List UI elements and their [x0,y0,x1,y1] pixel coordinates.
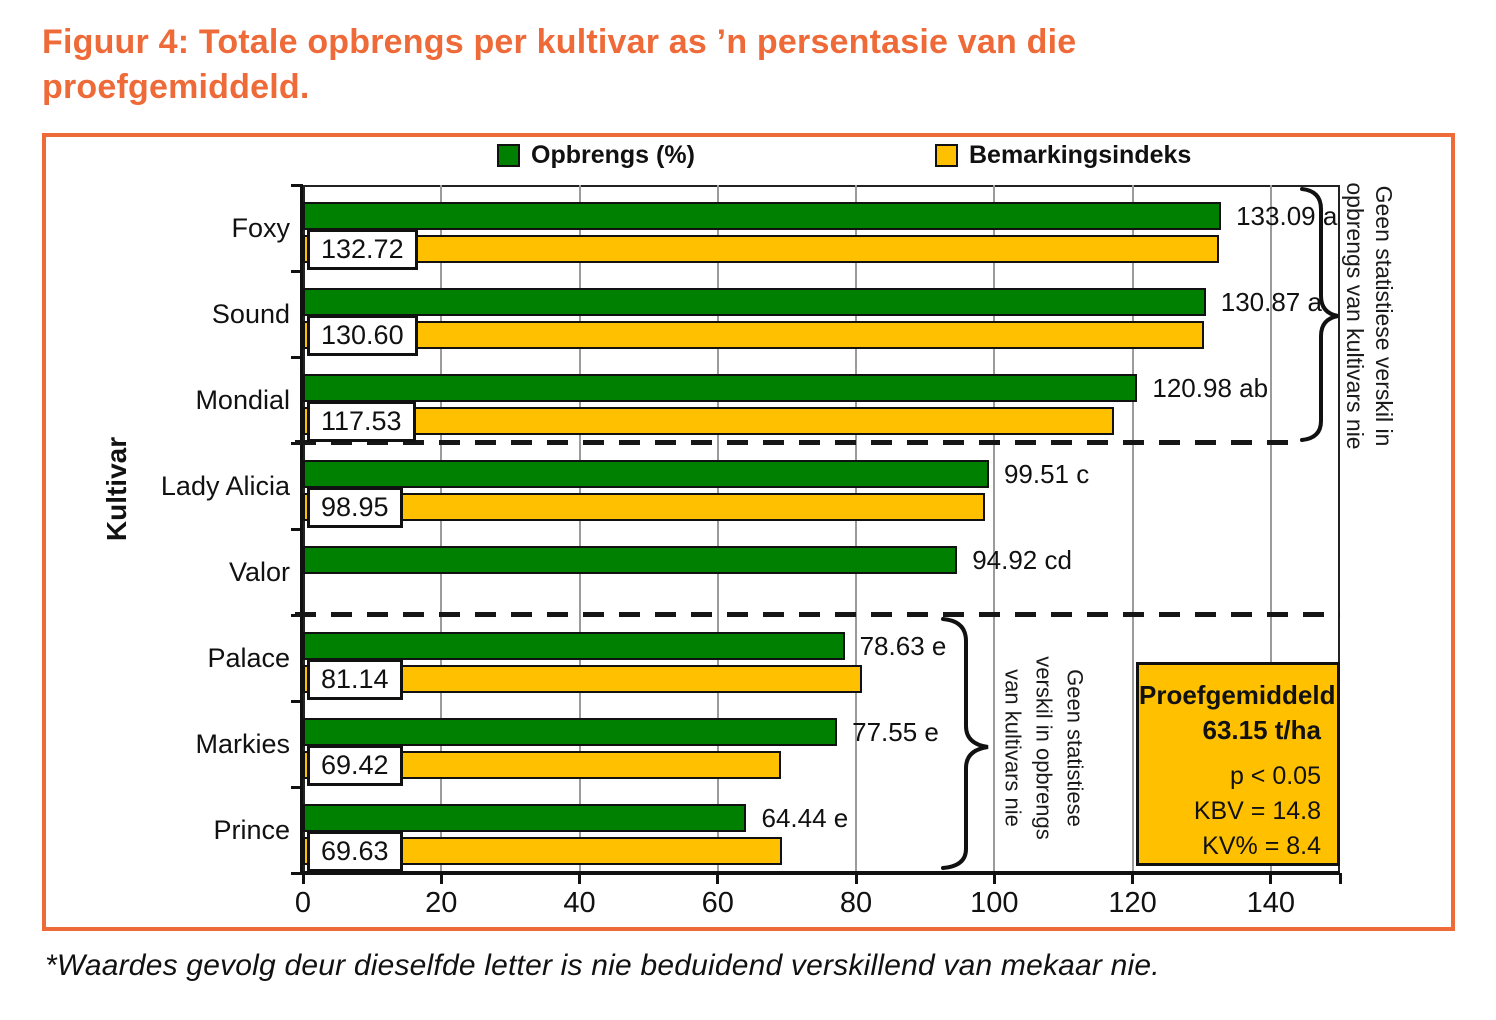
boxed-value-label: 98.95 [307,487,403,528]
gridline [440,185,443,873]
x-tick-label: 100 [970,887,1019,919]
boxed-value-label: 132.72 [307,229,418,270]
category-label: Sound [211,299,290,329]
boxed-value-label: 81.14 [307,659,403,700]
trial-average-info-box: Proefgemiddeld 63.15 t/ha p < 0.05 KBV =… [1136,662,1340,866]
bar-value-label: 77.55 e [852,717,939,747]
x-axis-tick [578,873,582,884]
bottom-bracket-note: Geen statistiese verskil in opbrengs van… [1000,656,1088,840]
category-label: Prince [213,815,290,845]
bar-value-label: 78.63 e [859,631,947,661]
opbrengs-bar [303,202,1222,230]
y-axis-tick [291,183,303,187]
boxed-value-label: 130.60 [307,315,418,356]
info-box-stat-kbv: KBV = 14.8 [1193,797,1321,825]
y-axis-tick [291,527,303,531]
x-tick-label: 80 [839,887,873,919]
x-axis-tick [1131,873,1135,884]
info-box-stat-kv: KV% = 8.4 [1202,832,1321,860]
y-axis-tick [291,699,303,703]
figure-title: Figuur 4: Totale opbrengs per kultivar a… [42,23,1077,106]
opbrengs-bar [303,804,747,832]
category-label: Palace [207,643,290,673]
gridline [1269,185,1272,873]
x-axis-tick [992,873,996,884]
group-separator-line [295,440,1300,445]
x-axis-tick [1269,873,1273,884]
bemarkingsindeks-bar [303,321,1204,349]
bar-value-label: 94.92 cd [972,545,1072,575]
x-axis-tick [439,873,443,884]
legend-swatch-opbrengs [497,144,520,167]
x-axis-tick [716,873,720,884]
y-axis-title: Kultivar [101,436,132,542]
boxed-value-label: 117.53 [307,401,416,442]
x-tick-label: 140 [1246,887,1296,919]
bar-value-label: 64.44 e [761,803,849,833]
opbrengs-bar [303,374,1138,402]
opbrengs-bar [303,546,958,574]
gridline [578,185,581,873]
info-box-stats: p < 0.05 KBV = 14.8 KV% = 8.4 [1139,759,1321,864]
group-separator-line [295,612,1340,617]
x-tick-label: 120 [1108,887,1157,919]
y-axis-tick [291,871,303,875]
y-axis-tick [291,785,303,789]
info-box-stat-p: p < 0.05 [1229,762,1321,790]
bar-value-label: 99.51 c [1003,459,1090,489]
x-tick-label: 0 [294,887,312,919]
bar-value-label: 120.98 ab [1152,373,1269,403]
legend-item-bemarkingsindeks: Bemarkingsindeks [935,141,1191,170]
y-axis-tick [291,355,303,359]
y-axis-tick [291,269,303,273]
x-axis-line [300,871,1340,875]
bar-value-label: 130.87 a [1220,287,1322,317]
bar-value-label: 133.09 a [1236,201,1338,231]
x-axis-tick [301,873,305,884]
x-tick-label: 40 [563,887,596,919]
gridline [993,185,996,873]
bemarkingsindeks-bar [303,407,1114,435]
x-tick-label: 60 [701,887,734,919]
gridline [1131,185,1134,873]
bemarkingsindeks-bar [303,235,1219,263]
boxed-value-label: 69.63 [307,831,403,872]
x-axis-tick [854,873,858,884]
category-label: Lady Alicia [160,471,290,501]
opbrengs-bar [303,632,845,660]
opbrengs-bar [303,718,838,746]
category-label: Valor [228,557,290,587]
info-box-average: 63.15 t/ha [1202,715,1321,745]
legend-item-opbrengs: Opbrengs (%) [497,141,695,170]
opbrengs-bar [303,288,1206,316]
x-tick-label: 20 [425,887,458,919]
category-label: Foxy [231,213,290,243]
boxed-value-label: 69.42 [307,745,403,786]
legend-label-bemarkingsindeks: Bemarkingsindeks [969,141,1192,169]
top-bracket-note: Geen statistiese verskil in opbrengs van… [1342,182,1397,450]
gridline [855,185,858,873]
info-box-title: Proefgemiddeld [1139,680,1336,710]
gridline [716,185,719,873]
figure-footnote: *Waardes gevolg deur dieselfde letter is… [45,949,1160,982]
category-label: Mondial [195,385,290,415]
legend-label-opbrengs: Opbrengs (%) [531,141,695,169]
category-label: Markies [195,729,290,759]
legend-swatch-bemarkingsindeks [935,144,958,167]
bemarkingsindeks-bar [303,493,986,521]
x-axis-tick [1338,873,1342,884]
opbrengs-bar [303,460,989,488]
